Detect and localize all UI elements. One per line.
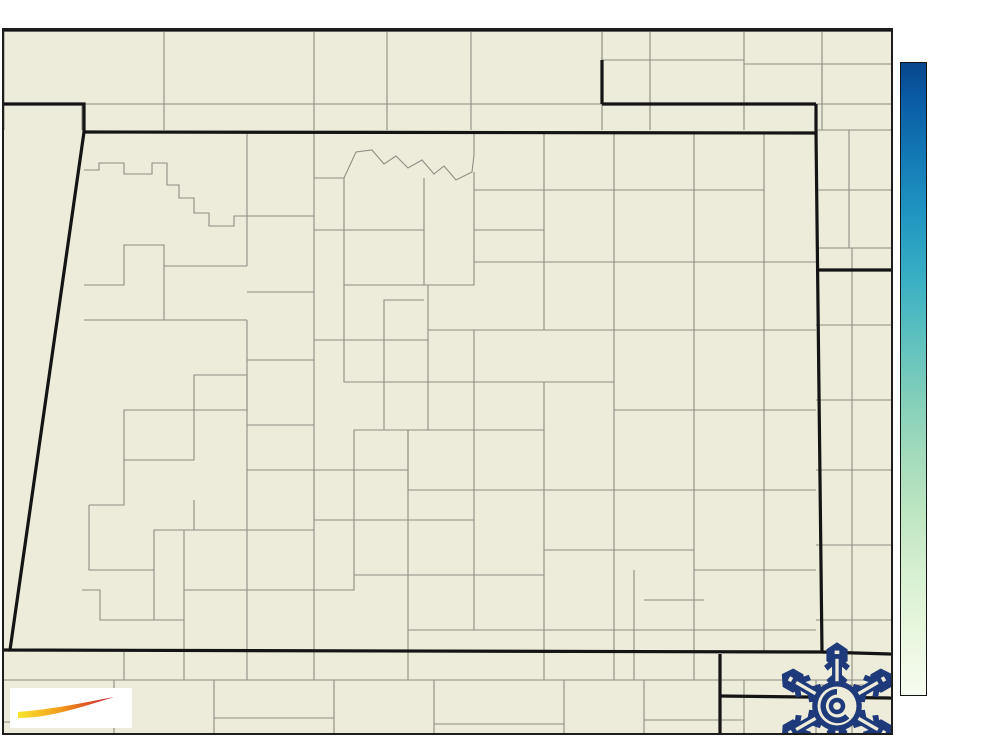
snowflake-logo bbox=[775, 642, 891, 733]
state-boundaries bbox=[4, 30, 891, 733]
map-panel[interactable]: .cty{fill:none;stroke:#8e8e84;stroke-wid… bbox=[2, 28, 893, 735]
colorado-precipitation-map[interactable]: .cty{fill:none;stroke:#8e8e84;stroke-wid… bbox=[4, 30, 891, 733]
colorbar[interactable] bbox=[900, 62, 927, 696]
acis-logo-graphic bbox=[10, 688, 132, 728]
county-boundaries bbox=[4, 32, 891, 733]
acis-logo bbox=[10, 688, 132, 728]
